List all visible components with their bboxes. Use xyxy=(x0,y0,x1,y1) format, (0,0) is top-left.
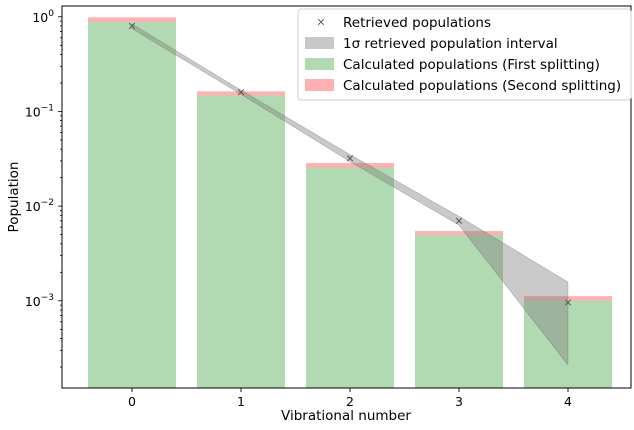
legend-label: Calculated populations (First splitting) xyxy=(343,57,600,73)
retrieved-point-2 xyxy=(346,155,354,162)
retrieved-point-1 xyxy=(237,88,245,96)
y-ticks-layer: 100 10−1 10−2 10−3 xyxy=(25,9,62,368)
bar-first-splitting-4 xyxy=(524,300,612,388)
bar-first-splitting-3 xyxy=(415,235,503,388)
legend-label: Calculated populations (Second splitting… xyxy=(343,78,621,94)
retrieved-point-4 xyxy=(564,299,572,306)
y-tick-label-0: 100 xyxy=(32,9,54,25)
x-ticks-layer: 0 1 2 3 4 xyxy=(128,388,572,409)
interval-band-layer xyxy=(131,23,569,366)
plot-frame xyxy=(61,5,632,389)
y-tick-label-−1: 10−1 xyxy=(25,103,54,119)
legend-label: 1σ retrieved population interval xyxy=(343,36,558,52)
bar-first-splitting-1 xyxy=(197,95,285,388)
x-tick-label-4: 4 xyxy=(564,394,572,409)
x-tick-label-1: 1 xyxy=(237,394,245,409)
legend-box xyxy=(297,8,632,101)
y-axis-label: Population xyxy=(6,162,22,233)
x-axis-label: Vibrational number xyxy=(281,408,411,424)
retrieved-points-layer xyxy=(128,22,572,306)
y-tick-label-−2: 10−2 xyxy=(25,198,54,214)
legend-swatch xyxy=(305,58,334,70)
retrieved-point-3 xyxy=(455,217,463,224)
x-tick-label-2: 2 xyxy=(346,394,354,409)
x-tick-label-3: 3 xyxy=(455,394,463,409)
legend-swatch xyxy=(305,37,334,49)
y-tick-label-−3: 10−3 xyxy=(25,293,54,309)
legend-label: Retrieved populations xyxy=(343,15,491,31)
legend: Retrieved populations 1σ retrieved popula… xyxy=(297,8,632,101)
x-tick-label-0: 0 xyxy=(128,394,136,409)
bar-first-splitting-0 xyxy=(88,22,176,388)
bars-layer xyxy=(88,17,612,389)
legend-marker-icon xyxy=(317,18,325,26)
legend-swatch xyxy=(305,79,334,91)
bar-first-splitting-2 xyxy=(306,167,394,388)
retrieved-point-0 xyxy=(128,22,136,30)
interval-band xyxy=(131,23,569,366)
